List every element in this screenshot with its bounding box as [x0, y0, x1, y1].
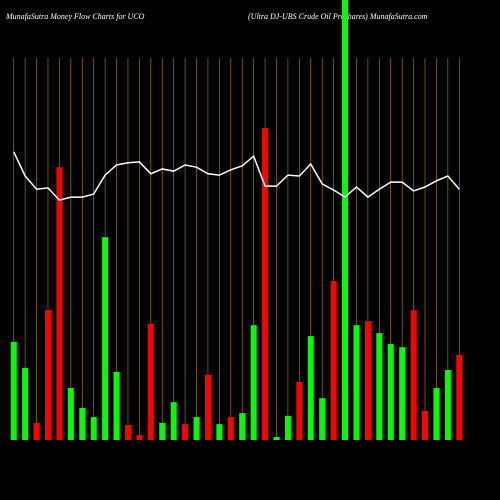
bar: [456, 355, 463, 440]
chart-title: MunafaSutra Money Flow Charts for UCO: [5, 12, 145, 21]
bar: [239, 413, 246, 440]
bar: [159, 422, 166, 440]
bar: [204, 374, 211, 440]
bar: [102, 237, 109, 440]
bar: [342, 0, 349, 440]
bar: [262, 128, 269, 441]
bar: [307, 336, 314, 440]
bar: [422, 410, 429, 440]
bar: [33, 422, 40, 440]
bar: [273, 436, 280, 440]
bar: [387, 344, 394, 440]
bar: [90, 417, 97, 440]
bar: [376, 333, 383, 440]
bar: [124, 425, 131, 440]
bar: [433, 388, 440, 440]
bar: [410, 310, 417, 440]
bar: [296, 381, 303, 440]
bar: [182, 424, 189, 440]
bar: [136, 435, 143, 440]
bar: [67, 388, 74, 440]
bar: [284, 415, 291, 440]
bar: [364, 321, 371, 440]
bar: [147, 323, 154, 440]
bar: [216, 424, 223, 440]
bar: [193, 417, 200, 440]
bar: [79, 407, 86, 440]
money-flow-line: [13, 151, 460, 202]
bar: [444, 370, 451, 440]
chart-subtitle: (Ultra DJ-UBS Crude Oil Proshares) Munaf…: [248, 12, 428, 21]
bar: [319, 398, 326, 440]
bar: [56, 167, 63, 440]
bar: [227, 417, 234, 440]
bar: [170, 402, 177, 440]
bar: [44, 310, 51, 440]
bar: [113, 371, 120, 440]
bar: [399, 347, 406, 440]
bar: [250, 325, 257, 440]
bar: [330, 281, 337, 440]
bar: [353, 325, 360, 440]
bar: [22, 367, 29, 440]
bar: [10, 341, 17, 440]
